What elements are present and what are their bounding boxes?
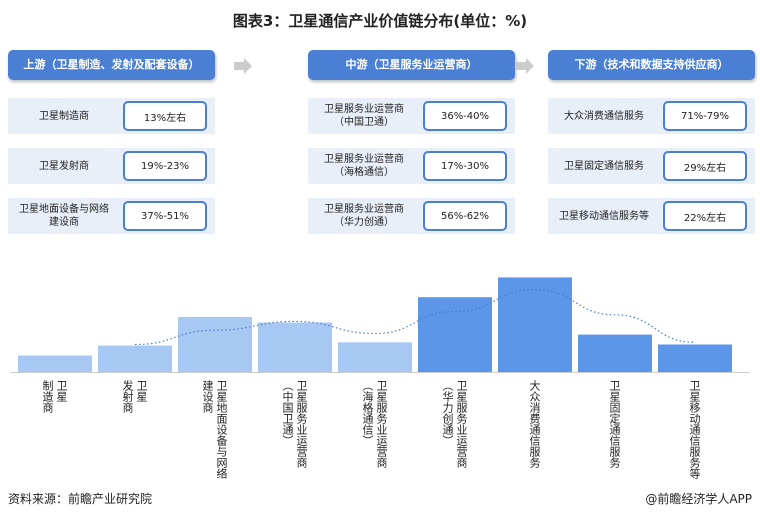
panel-row: 卫星服务业运营商 （海格通信） 17%-30%	[308, 148, 515, 184]
bar	[18, 355, 92, 372]
panel-row: 卫星发射商 19%-23%	[8, 148, 215, 184]
panel-row: 卫星服务业运营商 （华力创通） 56%-62%	[308, 198, 515, 234]
x-tick-label: 卫星 制造商	[41, 380, 68, 413]
panel-row: 卫星服务业运营商 （中国卫通） 36%-40%	[308, 98, 515, 134]
panel-header: 下游（技术和数据支持供应商）	[548, 50, 755, 80]
panel-row: 卫星地面设备与网络 建设商 37%-51%	[8, 198, 215, 234]
x-tick-label: 卫星固定通信服务	[608, 380, 621, 468]
row-value: 56%-62%	[423, 201, 507, 231]
row-label: 卫星移动通信服务等	[559, 210, 649, 222]
row-label: 卫星制造商	[39, 110, 89, 122]
arrow	[234, 58, 252, 74]
row-value: 17%-30%	[423, 151, 507, 181]
title: 图表3：卫星通信产业价值链分布(单位：%)	[232, 12, 528, 30]
x-tick-label: 卫星服务业运营商 （中国卫通）	[281, 380, 308, 468]
panel-row: 大众消费通信服务 71%-79%	[548, 98, 755, 134]
row-label: 卫星固定通信服务	[564, 160, 644, 172]
panel-header: 中游（卫星服务业运营商）	[308, 50, 515, 80]
row-label: 卫星服务业运营商 （海格通信）	[324, 154, 404, 178]
x-tick-label: 卫星服务业运营商 （海格通信）	[361, 380, 388, 468]
bar	[338, 342, 412, 372]
panel-row: 卫星固定通信服务 29%左右	[548, 148, 755, 184]
row-label: 卫星地面设备与网络 建设商	[19, 204, 109, 228]
row-label: 大众消费通信服务	[564, 110, 644, 122]
x-tick-label: 卫星 发射商	[121, 380, 148, 413]
bar	[178, 317, 252, 372]
x-tick-label: 大众消费通信服务	[528, 380, 541, 468]
panel-row: 卫星制造商 13%左右	[8, 98, 215, 134]
row-value: 13%左右	[123, 101, 207, 131]
row-value: 71%-79%	[663, 101, 747, 131]
bar	[578, 334, 652, 372]
bar	[498, 277, 572, 372]
row-label: 卫星发射商	[39, 160, 89, 172]
panel-row: 卫星移动通信服务等 22%左右	[548, 198, 755, 234]
bar	[658, 344, 732, 372]
panel-header: 上游（卫星制造、发射及配套设备）	[8, 50, 215, 80]
row-value: 36%-40%	[423, 101, 507, 131]
bar	[418, 297, 492, 372]
row-value: 19%-23%	[123, 151, 207, 181]
x-tick-label: 卫星移动通信服务等	[688, 380, 701, 479]
row-label: 卫星服务业运营商 （华力创通）	[324, 204, 404, 228]
bar	[98, 345, 172, 372]
x-tick-label: 卫星服务业运营商 （华力创通）	[441, 380, 468, 468]
arrow	[516, 58, 534, 74]
source: 资料来源：前瞻产业研究院	[8, 492, 153, 506]
row-value: 29%左右	[663, 151, 747, 181]
row-value: 22%左右	[663, 201, 747, 231]
brand: @前瞻经济学人APP	[645, 492, 752, 506]
row-value: 37%-51%	[123, 201, 207, 231]
bar	[258, 322, 332, 372]
x-tick-label: 卫星地面设备与网络 建设商	[201, 380, 228, 479]
row-label: 卫星服务业运营商 （中国卫通）	[324, 104, 404, 128]
